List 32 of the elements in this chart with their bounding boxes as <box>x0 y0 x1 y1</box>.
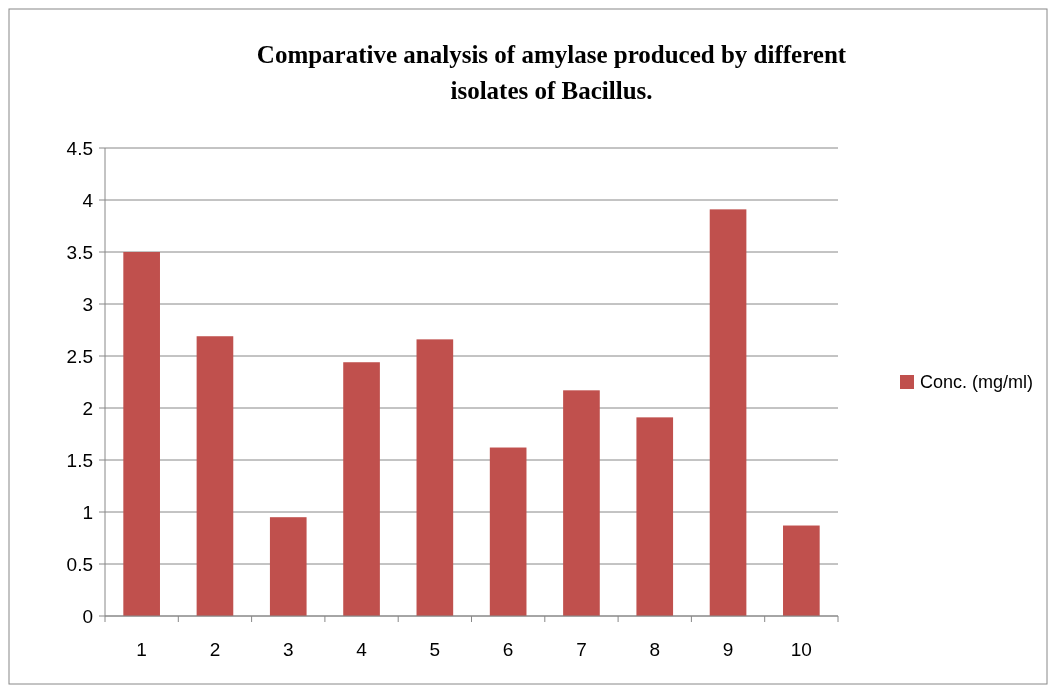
bar <box>343 362 380 616</box>
y-tick-label: 2.5 <box>66 345 93 367</box>
x-tick-label: 1 <box>136 639 147 660</box>
bar <box>563 390 600 616</box>
bar <box>709 209 747 616</box>
bar <box>269 517 307 616</box>
y-tick-label: 3 <box>82 293 93 315</box>
y-tick-label: 0.5 <box>66 553 93 575</box>
legend-label: Conc. (mg/ml) <box>920 372 1034 393</box>
y-tick-label: 1 <box>82 501 93 523</box>
x-tick-label: 4 <box>356 639 368 660</box>
bar <box>489 447 527 616</box>
y-tick-label: 0 <box>82 605 93 627</box>
x-tick-label: 6 <box>502 639 514 660</box>
bar <box>123 252 160 616</box>
y-tick-label: 2 <box>82 397 93 419</box>
y-tick-label: 4.5 <box>66 137 93 159</box>
y-tick-label: 1.5 <box>66 449 93 471</box>
x-tick-label: 10 <box>790 639 812 660</box>
bar <box>416 339 454 616</box>
x-tick-label: 5 <box>429 639 441 660</box>
x-tick-label: 7 <box>576 639 587 660</box>
bar <box>196 336 234 616</box>
x-tick-label: 2 <box>209 639 221 660</box>
bar <box>783 525 820 616</box>
bar <box>636 417 674 616</box>
x-tick-label: 9 <box>722 639 734 660</box>
x-tick-label: 3 <box>282 639 294 660</box>
y-tick-label: 4 <box>82 189 94 211</box>
y-tick-label: 3.5 <box>66 241 93 263</box>
x-tick-label: 8 <box>649 639 661 660</box>
chart-title: Comparative analysis of amylase produced by different isolates of Bacillus. <box>256 41 847 104</box>
